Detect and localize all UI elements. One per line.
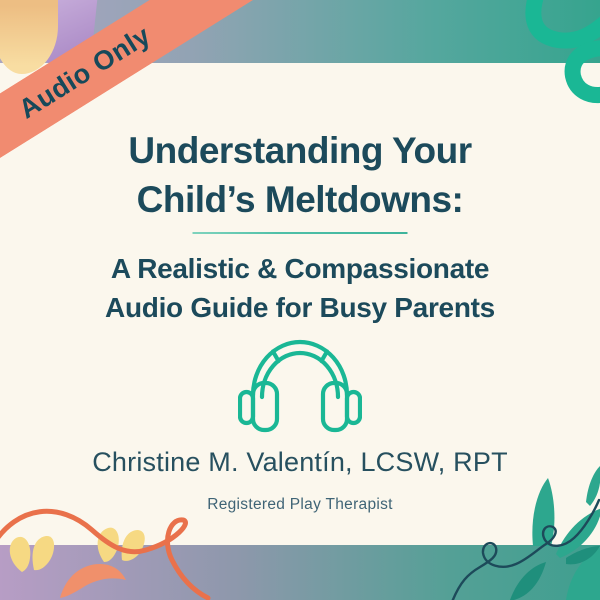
title-divider bbox=[192, 232, 408, 234]
subtitle-line-1: A Realistic & Compassionate bbox=[110, 253, 490, 284]
headphones-icon bbox=[238, 339, 362, 433]
title-line-1: Understanding Your bbox=[128, 130, 472, 171]
leaves-icon bbox=[451, 466, 600, 600]
author-name: Christine M. Valentín, LCSW, RPT bbox=[92, 447, 508, 477]
subtitle-line-2: Audio Guide for Busy Parents bbox=[105, 292, 495, 323]
squiggle-icon bbox=[525, 0, 600, 103]
flower-doodle-icon bbox=[0, 508, 211, 600]
subtitle: A Realistic & Compassionate Audio Guide … bbox=[0, 249, 600, 327]
title-line-2: Child’s Meltdowns: bbox=[136, 179, 464, 220]
page-title: Understanding Your Child’s Meltdowns: bbox=[0, 126, 600, 224]
author-credential: Registered Play Therapist bbox=[207, 496, 393, 513]
